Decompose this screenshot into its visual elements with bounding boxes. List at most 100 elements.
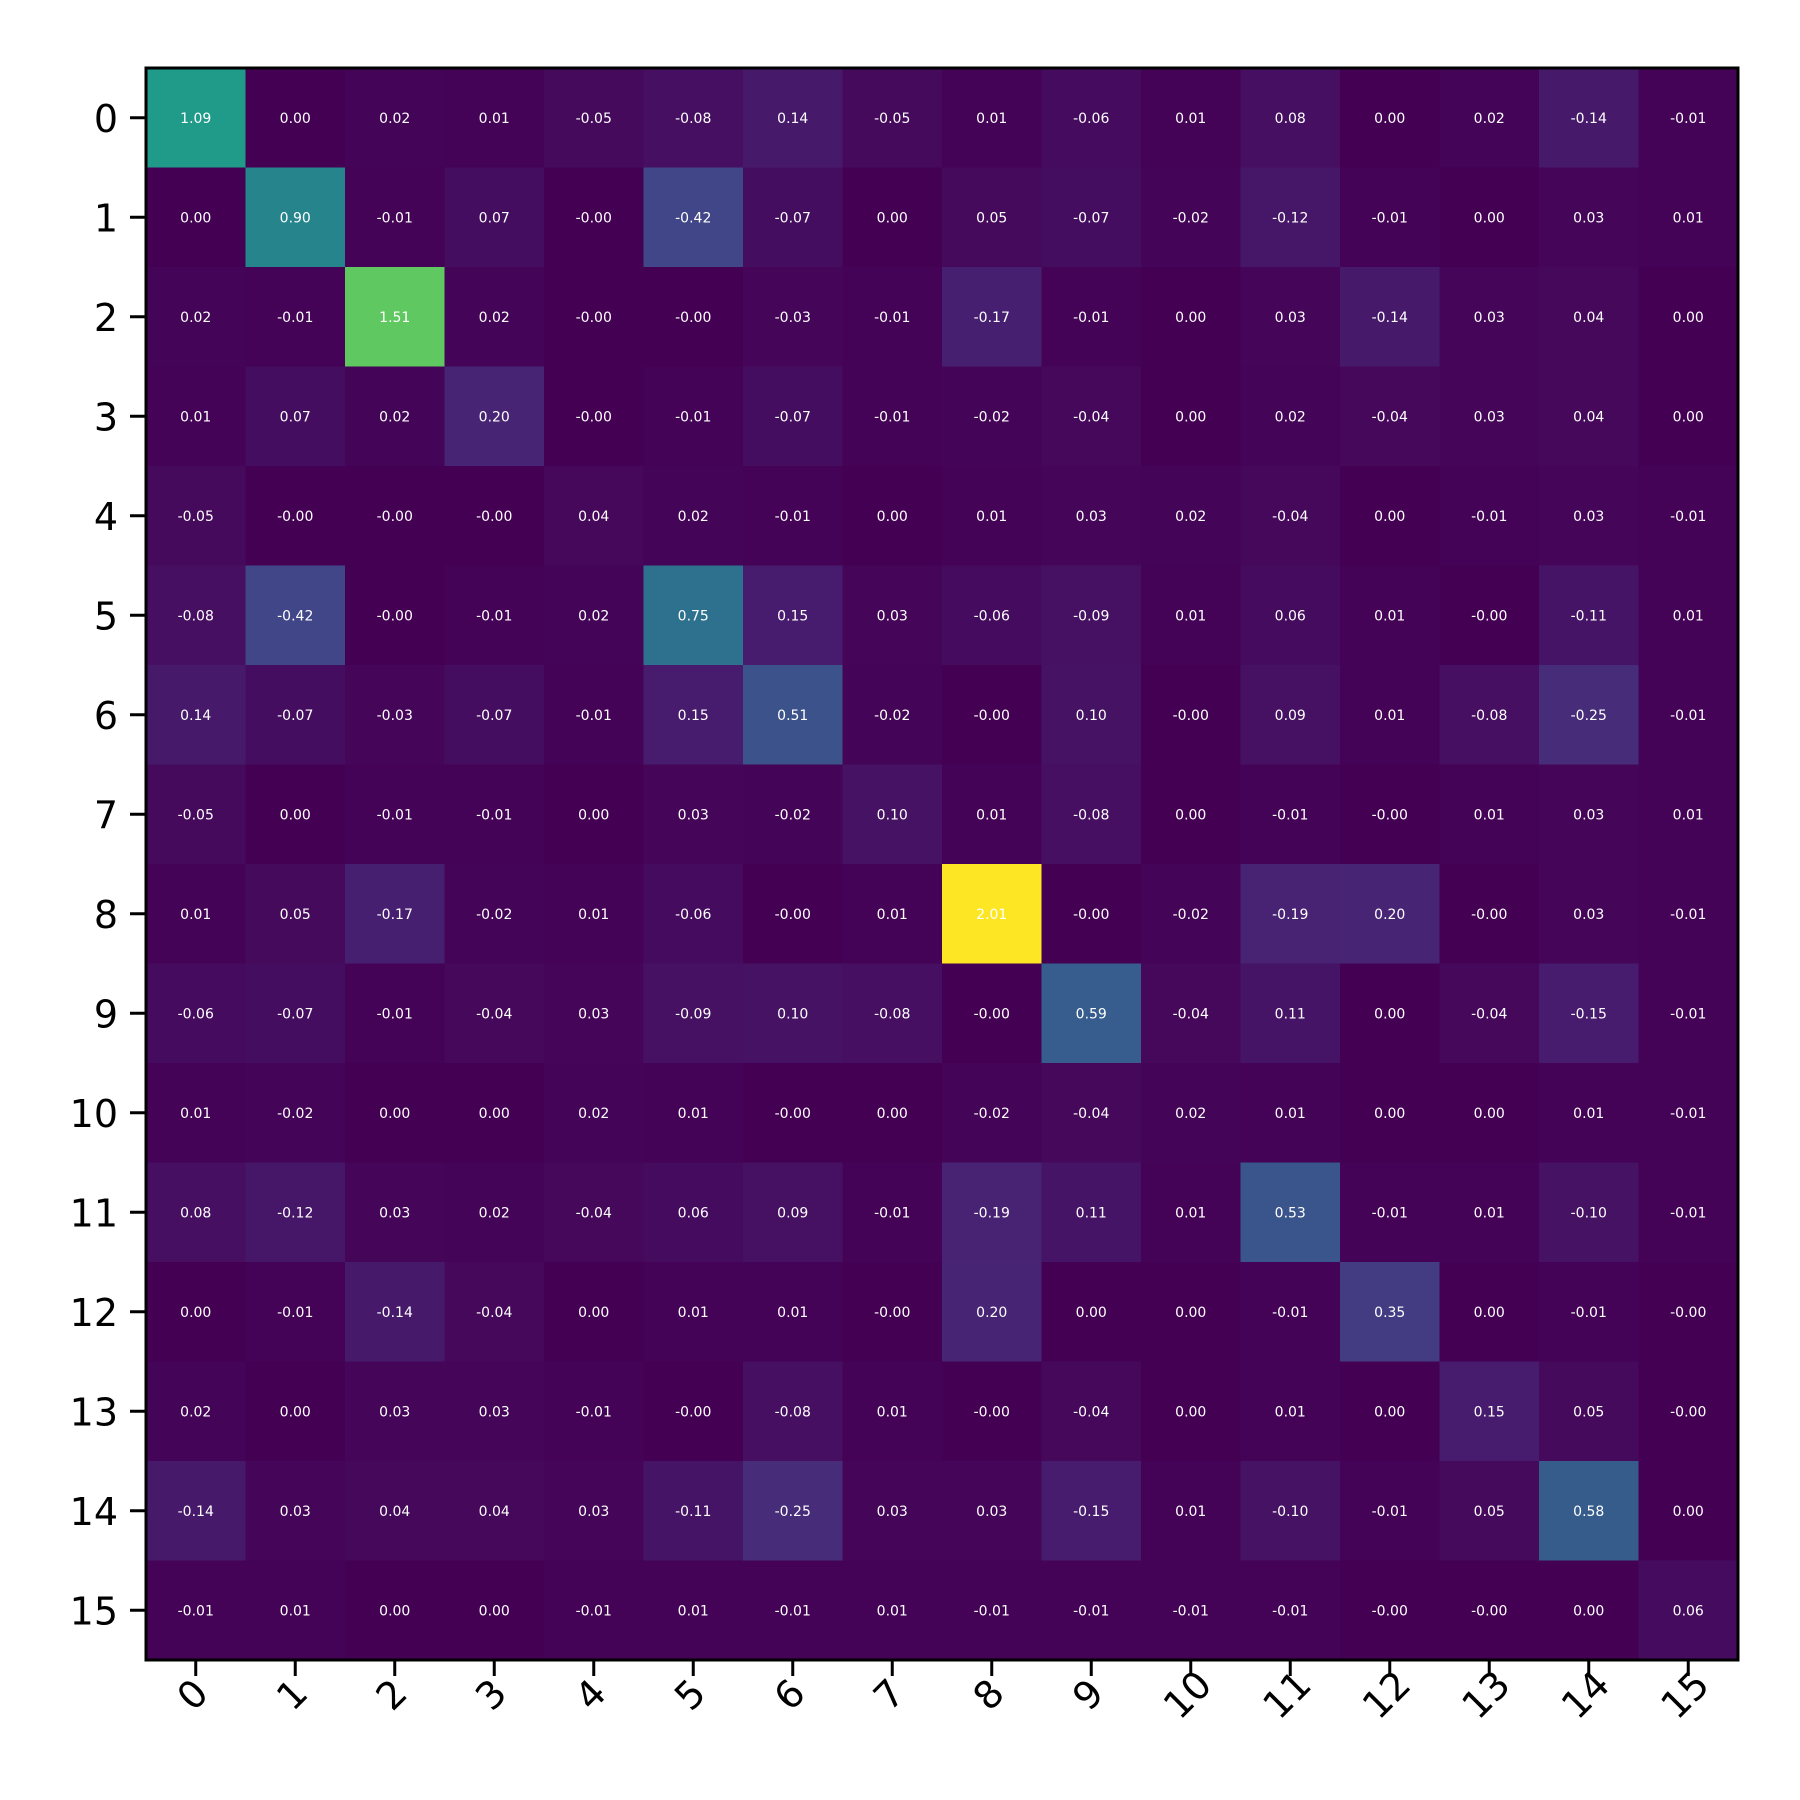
cell-value-label-5-8: -0.06 xyxy=(974,608,1010,624)
cell-value-label-11-3: 0.02 xyxy=(479,1205,510,1221)
cell-value-label-11-8: -0.19 xyxy=(974,1205,1010,1221)
cell-value-label-14-15: 0.00 xyxy=(1673,1504,1704,1520)
cell-value-label-15-15: 0.06 xyxy=(1673,1603,1704,1619)
cell-value-label-7-4: 0.00 xyxy=(578,807,609,823)
cell-value-label-1-14: 0.03 xyxy=(1573,210,1604,226)
heatmap-cell-0-10 xyxy=(1141,68,1242,169)
cell-value-label-0-7: -0.05 xyxy=(874,111,910,127)
cell-value-label-12-9: 0.00 xyxy=(1076,1305,1107,1321)
cell-value-label-9-5: -0.09 xyxy=(675,1006,711,1022)
heatmap-cell-2-3 xyxy=(444,267,545,368)
heatmap-cell-14-11 xyxy=(1240,1461,1341,1562)
cell-value-label-3-4: -0.00 xyxy=(576,409,612,425)
cell-value-label-0-14: -0.14 xyxy=(1571,111,1607,127)
heatmap-cell-14-5 xyxy=(643,1461,744,1562)
heatmap-cell-5-14 xyxy=(1539,565,1640,666)
heatmap-cell-3-6 xyxy=(743,366,844,467)
cell-value-label-11-4: -0.04 xyxy=(576,1205,612,1221)
cell-value-label-4-3: -0.00 xyxy=(476,509,512,525)
cell-value-label-4-1: -0.00 xyxy=(277,509,313,525)
heatmap-cell-5-15 xyxy=(1638,565,1739,666)
heatmap-cell-9-13 xyxy=(1439,963,1540,1064)
cell-value-label-13-0: 0.02 xyxy=(180,1404,211,1420)
cell-value-label-0-10: 0.01 xyxy=(1175,111,1206,127)
heatmap-cell-4-2 xyxy=(345,466,446,567)
cell-value-label-15-1: 0.01 xyxy=(280,1603,311,1619)
heatmap-cell-12-12 xyxy=(1340,1262,1441,1363)
cell-value-label-14-2: 0.04 xyxy=(379,1504,410,1520)
heatmap-cell-1-0 xyxy=(146,167,247,268)
cell-value-label-13-5: -0.00 xyxy=(675,1404,711,1420)
heatmap-cell-15-10 xyxy=(1141,1560,1242,1661)
heatmap-cell-5-10 xyxy=(1141,565,1242,666)
heatmap-cell-9-11 xyxy=(1240,963,1341,1064)
heatmap-cell-7-14 xyxy=(1539,764,1640,865)
heatmap-cell-2-12 xyxy=(1340,267,1441,368)
cell-value-label-8-7: 0.01 xyxy=(877,907,908,923)
heatmap-cell-10-0 xyxy=(146,1063,247,1164)
heatmap-cell-11-1 xyxy=(245,1162,346,1263)
heatmap-cell-9-9 xyxy=(1041,963,1142,1064)
cell-value-label-5-12: 0.01 xyxy=(1374,608,1405,624)
cell-value-label-1-5: -0.42 xyxy=(675,210,711,226)
cell-value-label-15-14: 0.00 xyxy=(1573,1603,1604,1619)
cell-value-label-7-3: -0.01 xyxy=(476,807,512,823)
heatmap-cell-1-7 xyxy=(842,167,943,268)
cell-value-label-13-10: 0.00 xyxy=(1175,1404,1206,1420)
cell-value-label-2-13: 0.03 xyxy=(1474,310,1505,326)
cell-value-label-4-15: -0.01 xyxy=(1670,509,1706,525)
cell-value-label-11-10: 0.01 xyxy=(1175,1205,1206,1221)
cell-value-label-12-5: 0.01 xyxy=(678,1305,709,1321)
cell-value-label-13-1: 0.00 xyxy=(280,1404,311,1420)
cell-value-label-10-3: 0.00 xyxy=(479,1106,510,1122)
cell-value-label-4-11: -0.04 xyxy=(1272,509,1308,525)
cell-value-label-2-11: 0.03 xyxy=(1275,310,1306,326)
cell-value-label-12-11: -0.01 xyxy=(1272,1305,1308,1321)
y-tick-label-13: 13 xyxy=(70,1390,118,1434)
heatmap-cell-14-3 xyxy=(444,1461,545,1562)
cell-value-label-0-9: -0.06 xyxy=(1073,111,1109,127)
y-tick-label-5: 5 xyxy=(94,594,118,638)
heatmap-cell-6-2 xyxy=(345,665,446,766)
cell-value-label-9-7: -0.08 xyxy=(874,1006,910,1022)
cell-value-label-0-2: 0.02 xyxy=(379,111,410,127)
cell-value-label-12-3: -0.04 xyxy=(476,1305,512,1321)
cell-value-label-3-15: 0.00 xyxy=(1673,409,1704,425)
heatmap-cell-2-6 xyxy=(743,267,844,368)
heatmap-cell-1-2 xyxy=(345,167,446,268)
heatmap-cell-2-7 xyxy=(842,267,943,368)
cell-value-label-6-7: -0.02 xyxy=(874,708,910,724)
y-tick-label-14: 14 xyxy=(70,1490,118,1534)
cell-value-label-0-8: 0.01 xyxy=(976,111,1007,127)
heatmap-cell-8-3 xyxy=(444,864,545,965)
heatmap-cell-5-7 xyxy=(842,565,943,666)
heatmap-cell-13-0 xyxy=(146,1361,247,1462)
cell-value-label-5-6: 0.15 xyxy=(777,608,808,624)
heatmap-cell-0-14 xyxy=(1539,68,1640,169)
cell-value-label-11-14: -0.10 xyxy=(1571,1205,1607,1221)
heatmap-cell-0-5 xyxy=(643,68,744,169)
heatmap-cell-12-11 xyxy=(1240,1262,1341,1363)
heatmap-cell-2-14 xyxy=(1539,267,1640,368)
heatmap-cell-12-3 xyxy=(444,1262,545,1363)
cell-value-label-15-12: -0.00 xyxy=(1372,1603,1408,1619)
heatmap-cell-11-0 xyxy=(146,1162,247,1263)
cell-value-label-8-14: 0.03 xyxy=(1573,907,1604,923)
cell-value-label-14-13: 0.05 xyxy=(1474,1504,1505,1520)
cell-value-label-14-8: 0.03 xyxy=(976,1504,1007,1520)
heatmap-cell-12-14 xyxy=(1539,1262,1640,1363)
heatmap-cell-3-15 xyxy=(1638,366,1739,467)
heatmap-cell-14-4 xyxy=(544,1461,645,1562)
cell-value-label-15-9: -0.01 xyxy=(1073,1603,1109,1619)
heatmap-cell-13-8 xyxy=(942,1361,1043,1462)
cell-value-label-0-13: 0.02 xyxy=(1474,111,1505,127)
heatmap-cell-6-6 xyxy=(743,665,844,766)
heatmap-cell-3-1 xyxy=(245,366,346,467)
heatmap-cell-11-7 xyxy=(842,1162,943,1263)
y-tick-label-15: 15 xyxy=(70,1589,118,1633)
heatmap-cell-7-2 xyxy=(345,764,446,865)
cell-value-label-0-15: -0.01 xyxy=(1670,111,1706,127)
cell-value-label-15-10: -0.01 xyxy=(1173,1603,1209,1619)
heatmap-cell-3-12 xyxy=(1340,366,1441,467)
